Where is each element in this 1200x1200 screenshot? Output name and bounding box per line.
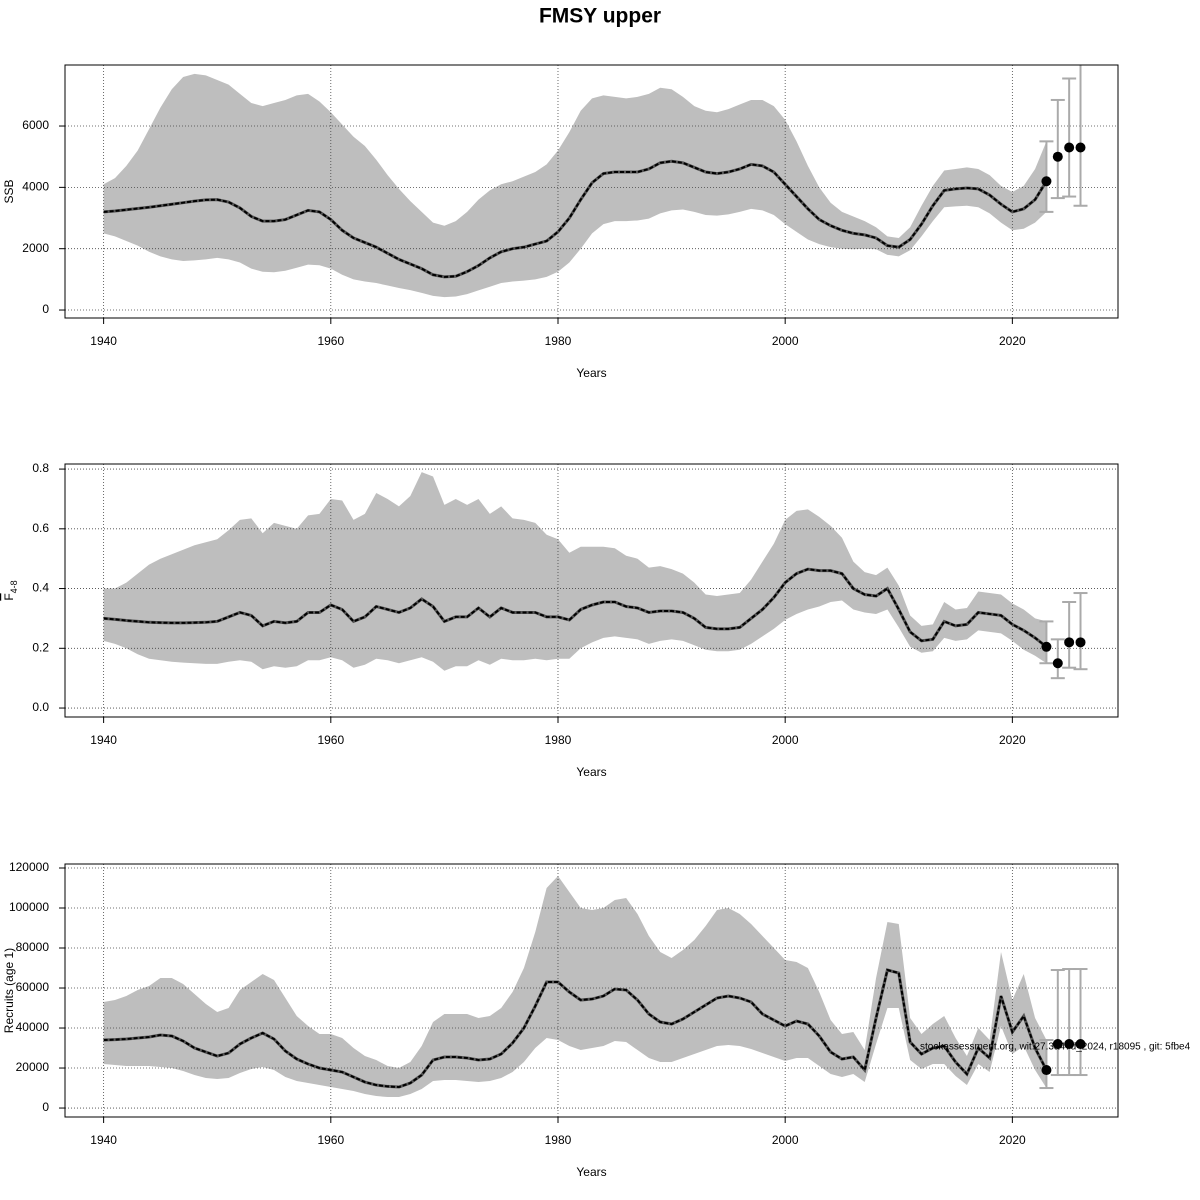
- projection-point: [1075, 142, 1086, 153]
- y-tick-label: 20000: [16, 1060, 50, 1074]
- y-axis-label-main: Recruits (age 1): [2, 948, 16, 1033]
- footnote: stockassessment.org, wit.27.3a47d_2024, …: [920, 1042, 1191, 1053]
- projection-point: [1064, 142, 1075, 153]
- y-tick-label: 2000: [22, 241, 49, 255]
- x-tick-label: 1980: [545, 334, 572, 348]
- y-tick-label: 100000: [9, 900, 49, 914]
- x-tick-label: 2000: [772, 733, 799, 747]
- x-axis-label: Years: [576, 1165, 606, 1179]
- plot-frame: [64, 463, 1119, 718]
- x-tick-label: 2000: [772, 1133, 799, 1147]
- figure-title: FMSY upper: [539, 5, 661, 28]
- projection-point: [1075, 1039, 1086, 1050]
- y-tick-label: 40000: [16, 1020, 50, 1034]
- projection-point: [1041, 641, 1052, 652]
- estimate-line: [103, 568, 1048, 648]
- y-tick-label: 0.2: [32, 640, 49, 654]
- x-tick-label: 2020: [999, 1133, 1026, 1147]
- y-tick-label: 0: [42, 302, 49, 316]
- projection-point: [1075, 637, 1086, 648]
- y-tick-label: 60000: [16, 980, 50, 994]
- x-tick-label: 1980: [545, 733, 572, 747]
- plot-area: [65, 65, 1118, 318]
- x-tick-label: 1960: [317, 334, 344, 348]
- estimate-line: [103, 968, 1048, 1089]
- y-axis-label: Recruits (age 1): [2, 948, 16, 1033]
- x-tick-label: 2020: [999, 733, 1026, 747]
- y-tick-label: 0.8: [32, 461, 49, 475]
- y-tick-label: 0.6: [32, 521, 49, 535]
- plot-area: [65, 464, 1118, 717]
- projection-point: [1041, 1065, 1052, 1076]
- y-axis-label-subscript: 4-8: [9, 580, 19, 593]
- projection-point: [1052, 1039, 1063, 1050]
- x-tick-label: 2000: [772, 334, 799, 348]
- x-axis-label: Years: [576, 765, 606, 779]
- plot-frame: [64, 64, 1119, 319]
- plot-frame: [64, 863, 1119, 1118]
- y-axis-label-main: F: [2, 593, 16, 600]
- y-tick-label: 0: [42, 1100, 49, 1114]
- x-tick-label: 1960: [317, 733, 344, 747]
- x-tick-label: 1940: [90, 334, 117, 348]
- y-axis-label: F4-8: [2, 580, 19, 600]
- y-axis-label-main: SSB: [2, 179, 16, 203]
- y-tick-label: 0.0: [32, 700, 49, 714]
- projection-point: [1064, 637, 1075, 648]
- projection-point: [1064, 1039, 1075, 1050]
- y-tick-label: 4000: [22, 180, 49, 194]
- y-tick-label: 120000: [9, 860, 49, 874]
- y-tick-label: 6000: [22, 118, 49, 132]
- x-axis-label: Years: [576, 366, 606, 380]
- y-tick-label: 80000: [16, 940, 50, 954]
- projection-point: [1052, 151, 1063, 162]
- confidence-band: [103, 472, 1047, 671]
- confidence-band: [103, 73, 1047, 298]
- plot-area: [65, 864, 1118, 1117]
- confidence-band: [103, 876, 1047, 1098]
- estimate-line: [103, 160, 1048, 278]
- y-tick-label: 0.4: [32, 581, 49, 595]
- x-tick-label: 2020: [999, 334, 1026, 348]
- x-tick-label: 1980: [545, 1133, 572, 1147]
- y-axis-label: SSB: [2, 179, 16, 203]
- projection-point: [1041, 176, 1052, 187]
- projection-point: [1052, 658, 1063, 669]
- x-tick-label: 1940: [90, 1133, 117, 1147]
- x-tick-label: 1960: [317, 1133, 344, 1147]
- x-tick-label: 1940: [90, 733, 117, 747]
